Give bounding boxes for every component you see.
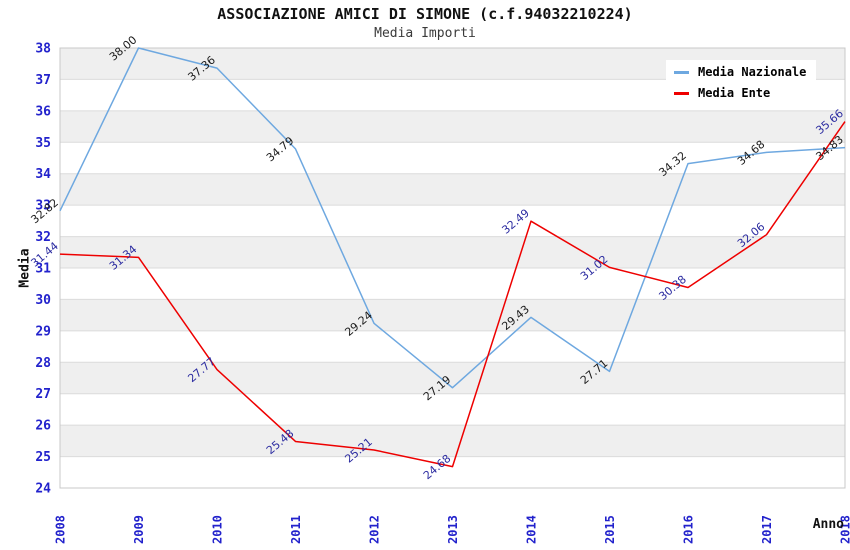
plot-band [60, 456, 845, 488]
chart-subtitle: Media Importi [374, 26, 476, 41]
y-tick-label: 38 [35, 42, 51, 57]
plot-band [60, 393, 845, 426]
y-tick-label: 27 [35, 387, 51, 402]
x-tick-label: 2016 [682, 515, 696, 544]
x-tick-label: 2010 [211, 515, 225, 544]
legend-item-media-nazionale: Media Nazionale [674, 65, 806, 79]
plot-band [60, 330, 845, 363]
y-tick-label: 29 [35, 324, 51, 339]
x-tick-label: 2012 [368, 515, 382, 544]
y-tick-label: 32 [35, 230, 51, 245]
y-tick-label: 30 [35, 293, 51, 308]
x-tick-label: 2015 [603, 515, 617, 544]
y-tick-label: 28 [35, 356, 51, 371]
plot-band [60, 236, 845, 268]
plot-band [60, 362, 845, 394]
y-tick-label: 31 [35, 262, 51, 277]
y-tick-label: 36 [35, 104, 51, 119]
y-axis-title: Media [17, 248, 33, 288]
x-tick-label: 2008 [54, 515, 68, 544]
series-line-media-ente [59, 121, 846, 468]
plot-band [60, 425, 845, 457]
x-tick-label: 2009 [132, 515, 146, 544]
plot-band [60, 173, 845, 206]
legend-label-media-ente: Media Ente [698, 86, 771, 100]
plot-band [60, 268, 845, 300]
x-tick-label: 2018 [839, 515, 850, 544]
y-tick-label: 24 [35, 482, 51, 497]
x-tick-label: 2014 [525, 515, 539, 544]
y-tick-label: 26 [35, 419, 51, 434]
x-axis-title: Anno [812, 517, 844, 532]
y-tick-label: 37 [35, 73, 51, 88]
plot-band [60, 142, 845, 174]
legend-item-media-ente: Media Ente [674, 86, 806, 100]
legend-label-media-nazionale: Media Nazionale [698, 65, 807, 79]
legend: Media Nazionale Media Ente [666, 60, 817, 106]
media-nazionale-line-marker [674, 70, 689, 74]
series-line-media-nazionale [59, 47, 846, 389]
x-tick-label: 2011 [289, 515, 303, 544]
y-tick-label: 25 [35, 450, 51, 465]
y-tick-label: 33 [35, 199, 51, 214]
x-tick-label: 2013 [446, 515, 460, 544]
plot-band [60, 205, 845, 237]
media-ente-line-marker [674, 91, 689, 95]
plot-border [59, 47, 846, 489]
y-tick-label: 35 [35, 136, 51, 151]
y-tick-label: 34 [35, 167, 51, 182]
x-tick-label: 2017 [760, 515, 774, 544]
chart-title: ASSOCIAZIONE AMICI DI SIMONE (c.f.940322… [217, 5, 633, 23]
plot-band [60, 110, 845, 143]
plot-band [60, 299, 845, 331]
